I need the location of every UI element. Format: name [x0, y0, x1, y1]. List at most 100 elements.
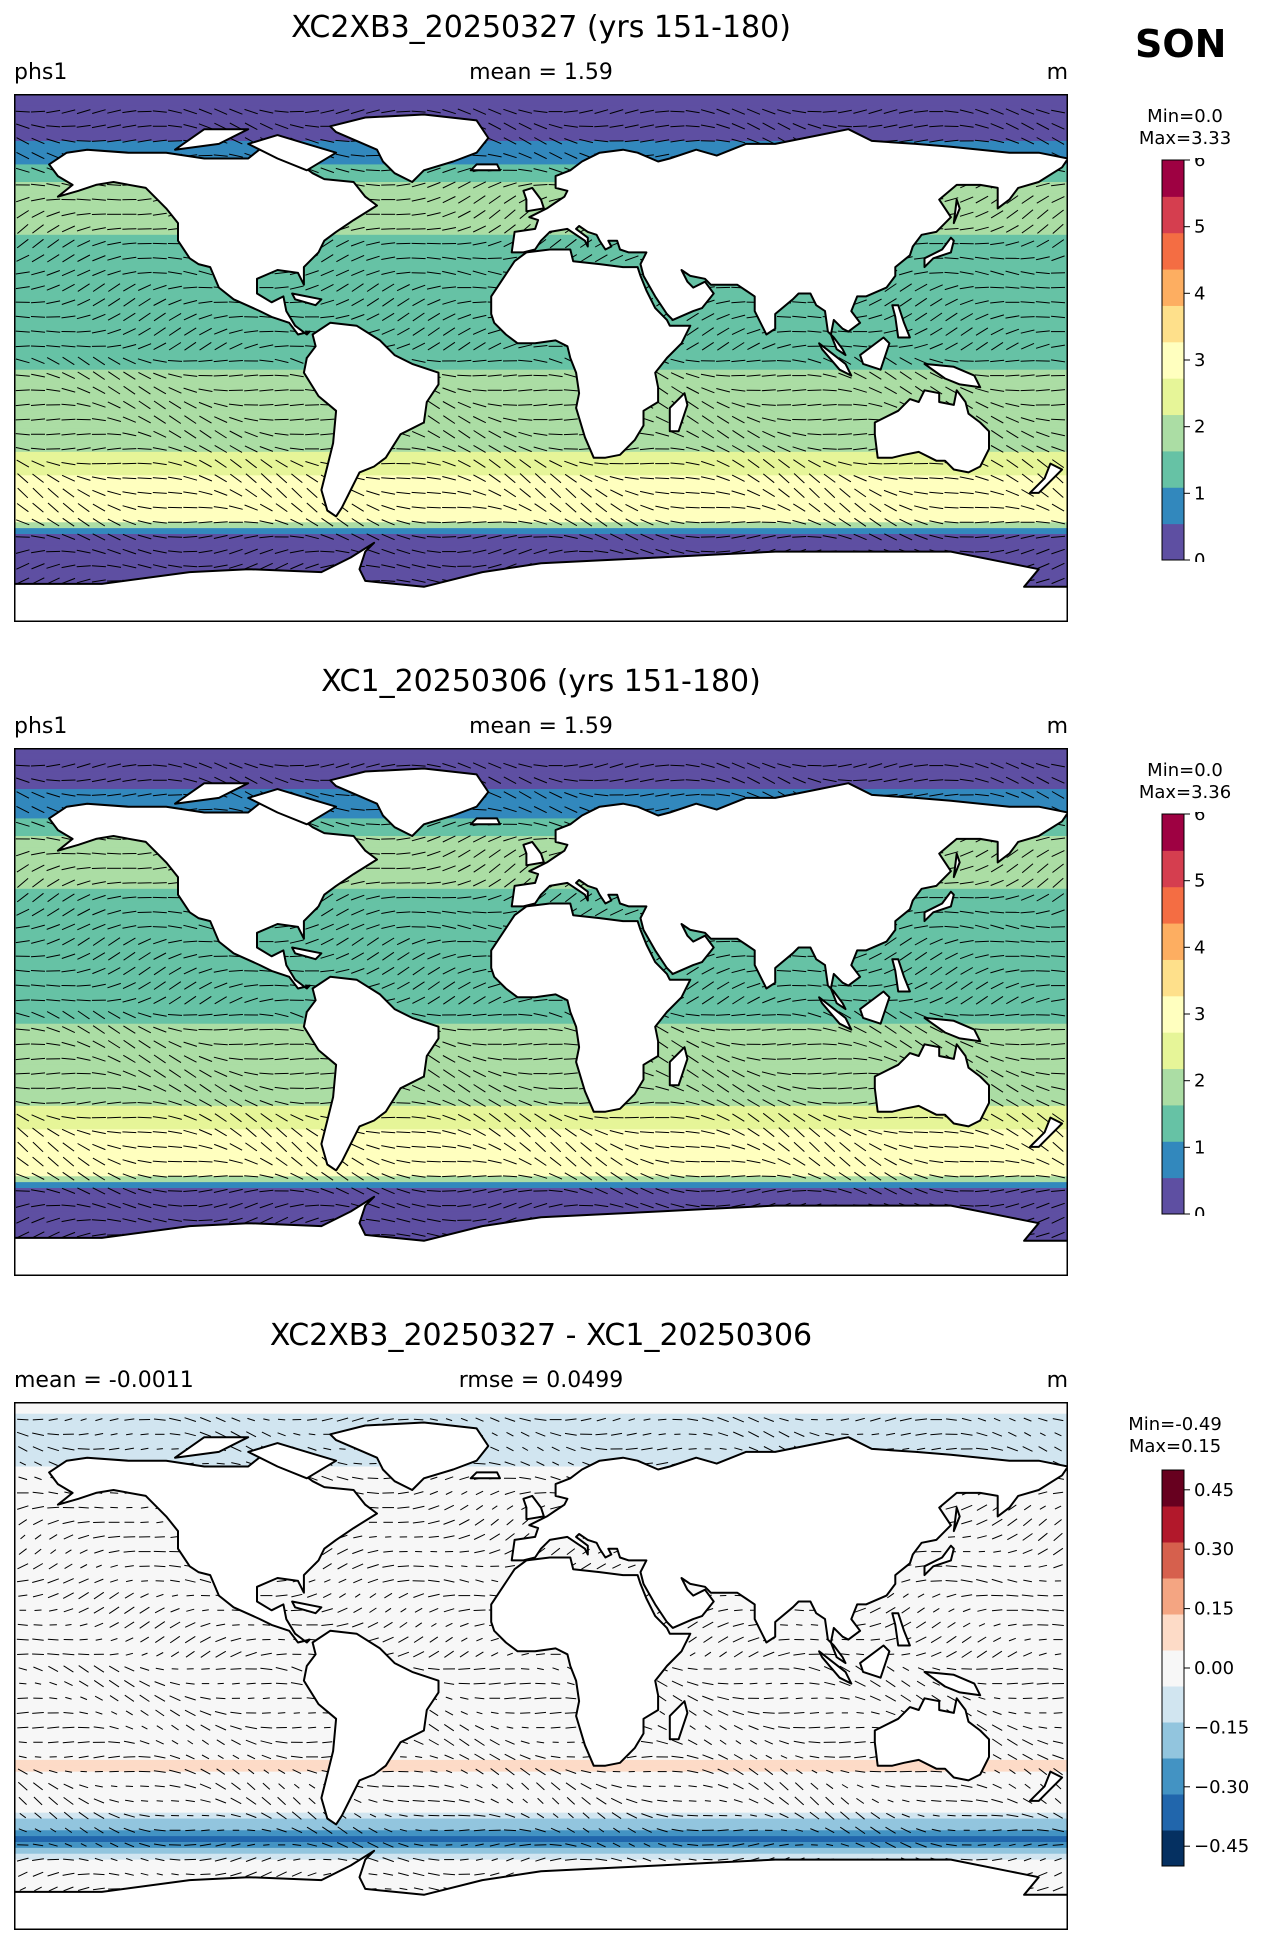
- wind-vector: [198, 550, 213, 554]
- wind-vector: [274, 940, 289, 943]
- wind-vector: [382, 297, 395, 307]
- wind-vector: [30, 389, 46, 391]
- wind-vector: [381, 491, 396, 495]
- wind-vector: [472, 1160, 487, 1163]
- wind-vector: [990, 1113, 1004, 1122]
- wind-vector: [503, 807, 517, 813]
- wind-vector: [15, 1203, 30, 1208]
- wind-vector: [427, 996, 441, 1005]
- wind-vector: [990, 301, 1005, 304]
- wind-vector: [929, 938, 943, 945]
- wind-vector: [868, 763, 883, 769]
- wind-vector: [123, 966, 136, 976]
- wind-vector: [411, 197, 426, 202]
- wind-vector: [426, 212, 441, 217]
- wind-vector: [990, 314, 1005, 320]
- colorbar-swatch: [1162, 305, 1184, 343]
- wind-vector: [168, 415, 182, 424]
- wind-vector: [244, 762, 258, 769]
- wind-vector: [822, 345, 837, 348]
- wind-vector: [412, 966, 425, 976]
- wind-vector: [975, 226, 989, 232]
- wind-vector: [92, 763, 106, 768]
- wind-vector: [31, 939, 45, 944]
- wind-vector: [975, 880, 989, 886]
- wind-vector: [1035, 182, 1050, 188]
- wind-vector: [152, 272, 167, 274]
- wind-vector: [533, 549, 548, 555]
- wind-vector: [914, 328, 928, 336]
- colorbar-swatch: [1162, 814, 1184, 851]
- wind-vector: [959, 299, 974, 306]
- wind-vector: [336, 908, 349, 917]
- wind-vector: [503, 256, 517, 260]
- wind-vector: [168, 446, 182, 452]
- wind-vector: [518, 1072, 533, 1075]
- wind-vector: [701, 327, 714, 336]
- wind-vector: [700, 1145, 715, 1149]
- wind-vector: [487, 257, 502, 259]
- wind-vector: [137, 1145, 152, 1149]
- wind-vector: [1051, 1189, 1066, 1192]
- wind-vector: [31, 152, 45, 160]
- wind-vector: [381, 1234, 396, 1236]
- wind-vector: [914, 271, 928, 275]
- wind-vector: [458, 341, 471, 351]
- wind-vector: [624, 490, 639, 496]
- wind-vector: [533, 1043, 548, 1046]
- wind-vector: [1020, 548, 1035, 555]
- wind-vector: [610, 1171, 623, 1181]
- wind-vector: [563, 1087, 578, 1090]
- wind-vector: [457, 880, 472, 886]
- wind-vector: [92, 371, 105, 380]
- wind-vector: [548, 403, 563, 407]
- wind-vector: [534, 1418, 547, 1421]
- wind-vector: [761, 389, 776, 392]
- wind-vector: [46, 198, 61, 201]
- wind-vector: [1035, 1072, 1050, 1076]
- wind-vector: [792, 519, 807, 525]
- wind-vector: [640, 1172, 654, 1180]
- wind-vector: [426, 911, 441, 914]
- wind-vector: [62, 356, 75, 366]
- wind-vector: [594, 475, 608, 482]
- wind-vector: [853, 433, 868, 436]
- wind-vector: [1020, 894, 1035, 901]
- wind-vector: [472, 1013, 487, 1017]
- wind-vector: [198, 490, 213, 496]
- wind-vector: [990, 535, 1005, 539]
- wind-vector: [990, 1128, 1004, 1136]
- wind-vector: [92, 518, 106, 527]
- wind-vector: [16, 1157, 29, 1167]
- wind-vector: [61, 1116, 76, 1120]
- wind-vector: [670, 462, 685, 465]
- wind-vector: [822, 1072, 837, 1075]
- wind-vector: [229, 329, 243, 334]
- wind-vector: [259, 1072, 274, 1075]
- wind-vector: [563, 389, 578, 392]
- wind-vector: [365, 837, 380, 841]
- wind-vector: [472, 955, 487, 958]
- wind-vector: [107, 344, 122, 348]
- wind-vector: [152, 1013, 167, 1017]
- wind-vector: [168, 430, 182, 439]
- wind-vector: [183, 313, 197, 321]
- wind-vector: [47, 1141, 59, 1152]
- wind-vector: [32, 1141, 44, 1153]
- field-band: [14, 135, 1068, 142]
- wind-vector: [411, 1218, 426, 1223]
- wind-vector: [46, 792, 61, 798]
- wind-vector: [91, 794, 106, 796]
- panel-2-title: XC1_20250306 (yrs 151-180): [321, 664, 761, 699]
- wind-vector: [76, 330, 91, 333]
- wind-vector: [807, 969, 822, 973]
- wind-vector: [1037, 224, 1049, 234]
- wind-vector: [1006, 1084, 1019, 1093]
- wind-vector: [807, 123, 822, 129]
- wind-vector: [305, 1127, 319, 1137]
- field-band: [14, 170, 1068, 177]
- wind-vector: [1035, 763, 1050, 769]
- wind-vector: [137, 448, 152, 450]
- wind-vector: [76, 345, 91, 348]
- wind-vector: [701, 995, 714, 1005]
